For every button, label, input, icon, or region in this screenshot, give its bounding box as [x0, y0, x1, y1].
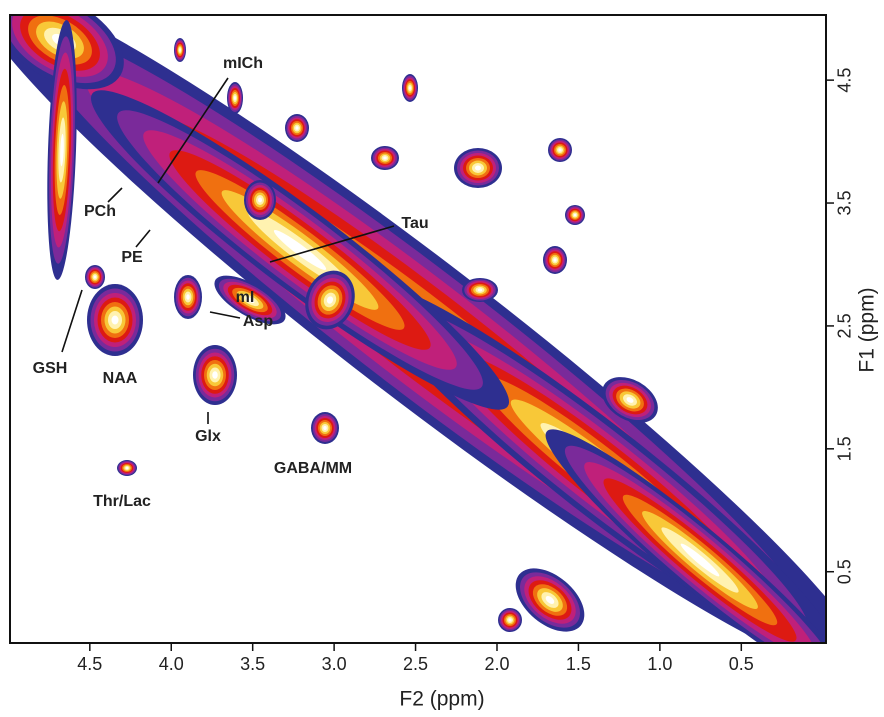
x-tick-label: 2.5: [403, 654, 428, 674]
annotation-pointer: [269, 225, 395, 263]
contour: [409, 86, 411, 90]
annotation: mI: [236, 289, 255, 306]
x-tick-label: 4.5: [77, 654, 102, 674]
annotation: PCh: [84, 203, 116, 220]
plot-frame: [9, 14, 827, 644]
contour: [680, 543, 720, 577]
x-tick-label: 3.0: [322, 654, 347, 674]
contour: [626, 397, 634, 403]
contour: [545, 596, 555, 604]
contour: [245, 296, 255, 304]
x-tick-label: 1.5: [566, 654, 591, 674]
annotation-pointer: [209, 311, 241, 319]
contour: [258, 197, 262, 203]
contour: [383, 156, 387, 160]
annotation: mICh: [223, 55, 263, 72]
x-tick-label: 4.0: [159, 654, 184, 674]
annotation: NAA: [103, 370, 138, 387]
annotation: GABA/MM: [274, 460, 352, 477]
contour: [553, 258, 557, 262]
annotation: Tau: [401, 215, 428, 232]
contour: [508, 618, 512, 622]
annotation-pointer: [61, 289, 83, 353]
contour: [477, 288, 483, 292]
contour: [186, 294, 190, 300]
contour: [573, 213, 577, 217]
x-tick-label: 2.0: [484, 654, 509, 674]
y-tick-label: 1.5: [835, 436, 855, 461]
y-tick-label: 3.5: [835, 191, 855, 216]
annotation: Thr/Lac: [93, 493, 151, 510]
y-tick-label: 0.5: [835, 559, 855, 584]
y-axis-label: F1 (ppm): [856, 287, 879, 372]
contour: [111, 315, 119, 325]
x-tick-label: 1.0: [647, 654, 672, 674]
annotation-pointer: [157, 77, 229, 184]
annotation-pointer: [135, 229, 151, 248]
contour: [212, 371, 218, 379]
contour: [323, 426, 327, 430]
contour: [475, 165, 481, 171]
annotation: Asp: [243, 313, 273, 330]
annotation-pointer: [107, 187, 123, 203]
contour: [179, 48, 181, 52]
y-tick-label: 2.5: [835, 313, 855, 338]
contour: [326, 296, 334, 304]
annotation: Glx: [195, 428, 221, 445]
y-tick-label: 4.5: [835, 68, 855, 93]
contour: [558, 148, 562, 152]
contour: [125, 467, 129, 469]
contour: [273, 230, 327, 270]
contour: [60, 133, 64, 167]
contour: [295, 126, 299, 130]
x-tick-label: 0.5: [729, 654, 754, 674]
annotation: PE: [121, 249, 143, 266]
annotation: GSH: [33, 360, 68, 377]
contour: [93, 275, 97, 279]
x-tick-label: 3.5: [240, 654, 265, 674]
x-axis-label: F2 (ppm): [399, 688, 484, 711]
contour: [234, 96, 236, 100]
